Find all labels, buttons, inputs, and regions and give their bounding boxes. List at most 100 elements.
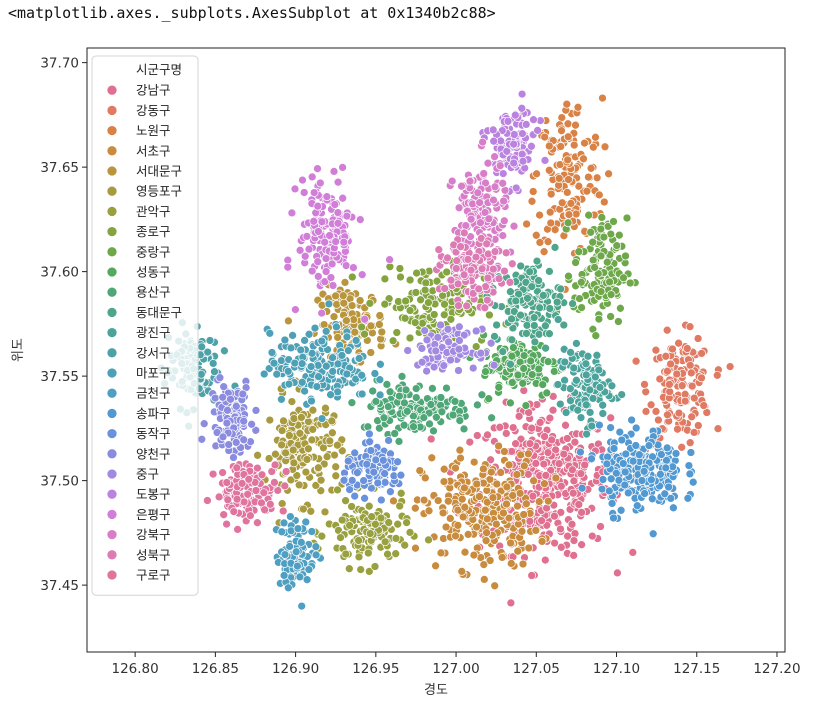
data-point — [595, 383, 605, 392]
data-point — [524, 543, 534, 553]
data-point — [617, 390, 627, 399]
data-point — [499, 508, 508, 518]
legend-marker — [106, 448, 118, 460]
data-point — [418, 318, 427, 328]
data-point — [562, 99, 572, 109]
data-point — [479, 575, 489, 584]
data-point — [492, 479, 502, 489]
data-point — [428, 384, 437, 393]
legend-label: 서초구 — [136, 143, 171, 158]
data-point — [239, 416, 249, 426]
data-point — [384, 436, 393, 445]
data-point — [669, 503, 678, 513]
data-point — [561, 420, 570, 430]
data-point — [621, 449, 631, 459]
data-point — [468, 363, 478, 373]
data-point — [688, 477, 698, 487]
data-point — [566, 199, 576, 208]
legend-marker — [106, 347, 118, 359]
data-point — [591, 132, 600, 142]
data-point — [573, 102, 583, 112]
data-point — [544, 141, 554, 151]
data-point — [431, 561, 440, 571]
data-point — [223, 405, 232, 415]
legend-label: 중랑구 — [136, 244, 171, 259]
data-point — [473, 400, 482, 410]
data-point — [438, 508, 448, 518]
data-point — [231, 401, 241, 411]
data-point — [492, 320, 501, 330]
data-point — [445, 514, 455, 523]
data-point — [417, 344, 427, 353]
series-24 — [203, 459, 291, 534]
data-point — [390, 429, 400, 438]
data-point — [302, 575, 312, 585]
data-point — [685, 438, 695, 448]
data-point — [320, 277, 330, 287]
data-point — [365, 437, 374, 447]
data-point — [564, 175, 573, 184]
data-point — [631, 441, 641, 450]
data-point — [550, 511, 559, 521]
data-point — [405, 275, 415, 285]
legend-label: 마포구 — [136, 366, 171, 381]
data-point — [197, 342, 207, 352]
data-point — [587, 421, 597, 431]
data-point — [540, 479, 549, 489]
data-point — [539, 459, 549, 469]
data-point — [507, 314, 516, 324]
data-point — [357, 370, 367, 380]
data-point — [598, 409, 608, 418]
data-point — [512, 470, 522, 479]
legend-marker — [106, 387, 118, 399]
data-point — [420, 326, 430, 335]
data-point — [498, 347, 508, 356]
data-point — [349, 315, 358, 325]
data-point — [400, 313, 410, 323]
data-point — [281, 467, 291, 476]
data-point — [347, 502, 356, 511]
data-point — [277, 426, 287, 435]
data-point — [556, 142, 566, 151]
data-point — [432, 412, 441, 422]
data-point — [566, 348, 575, 357]
y-axis-ticks: 37.45 37.50 37.55 37.60 37.65 37.70 — [40, 56, 87, 594]
legend-marker — [106, 145, 118, 157]
data-point — [554, 174, 564, 183]
data-point — [616, 303, 625, 313]
data-point — [453, 279, 463, 289]
data-point — [347, 272, 357, 282]
data-point — [311, 550, 321, 560]
data-point — [307, 527, 317, 536]
legend-marker — [106, 327, 118, 338]
data-point — [424, 298, 433, 307]
data-point — [565, 384, 575, 394]
data-point — [259, 488, 269, 498]
data-point — [337, 446, 347, 456]
data-point — [620, 467, 630, 477]
data-point — [349, 263, 358, 272]
series-3 — [389, 441, 561, 591]
data-point — [424, 535, 433, 545]
data-point — [383, 549, 392, 559]
data-point — [557, 198, 567, 208]
data-point — [489, 136, 499, 146]
y-tick-label: 37.45 — [40, 578, 79, 594]
data-point — [556, 524, 565, 534]
legend-label: 도봉구 — [136, 487, 171, 502]
data-point — [357, 322, 366, 332]
legend-marker — [106, 549, 118, 561]
data-point — [617, 435, 627, 445]
data-point — [300, 251, 310, 261]
data-point — [672, 369, 682, 379]
data-point — [505, 277, 515, 287]
data-point — [411, 288, 421, 297]
legend-marker — [106, 509, 118, 520]
data-point — [521, 401, 531, 410]
data-point — [380, 537, 390, 547]
data-point — [683, 493, 693, 503]
data-point — [549, 367, 559, 376]
legend-label: 강동구 — [136, 103, 171, 118]
data-point — [270, 478, 279, 487]
data-point — [454, 203, 464, 213]
